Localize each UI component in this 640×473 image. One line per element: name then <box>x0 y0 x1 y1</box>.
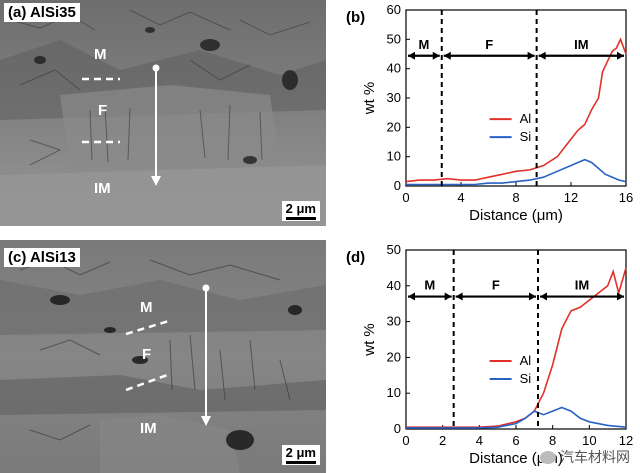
x-tick-label: 0 <box>402 433 409 448</box>
y-tick-label: 10 <box>387 149 401 164</box>
arrow-head <box>455 292 463 301</box>
series-line-si <box>406 406 627 429</box>
arrow-head <box>408 51 415 60</box>
y-tick-label: 40 <box>387 278 401 293</box>
linescan-chart-d: (d) 0 2 4 6 8 10 12 0 10 20 30 40 50 Distance (μm) wt %… <box>330 240 640 473</box>
y-tick-label: 50 <box>387 242 401 257</box>
wechat-icon <box>540 450 556 464</box>
y-tick-label: 30 <box>387 90 401 105</box>
series-line-si <box>406 158 627 186</box>
watermark: 汽车材料网 <box>540 447 630 467</box>
arrow-head <box>540 292 547 301</box>
scale-bar-c: 2 μm <box>281 445 320 465</box>
panel-label-c: (c) AlSi13 <box>4 248 80 267</box>
y-tick-label: 10 <box>387 385 401 400</box>
x-axis-label: Distance (μm) <box>469 450 563 467</box>
x-tick-label: 6 <box>512 433 519 448</box>
y-tick-label: 20 <box>387 119 401 134</box>
x-tick-label: 8 <box>549 433 556 448</box>
x-tick-label: 2 <box>439 433 446 448</box>
region-label-f: F <box>98 102 108 119</box>
region-label-m: M <box>140 299 153 316</box>
legend-label-al: Al <box>520 353 532 368</box>
y-tick-label: 20 <box>387 349 401 364</box>
x-tick-label: 0 <box>402 190 409 205</box>
scale-bar-label: 2 μm <box>285 445 316 460</box>
watermark-text: 汽车材料网 <box>560 449 630 465</box>
zone-label-bg <box>417 278 442 293</box>
series-line-al <box>405 37 627 183</box>
x-tick-label: 12 <box>564 190 578 205</box>
arrow-head <box>529 292 536 301</box>
y-axis-label: wt % <box>361 82 378 116</box>
y-tick-label: 60 <box>387 2 401 17</box>
zone-label-bg <box>483 278 508 293</box>
zone-label-bg <box>569 37 594 52</box>
panel-label: (d) <box>346 249 365 266</box>
arrow-head <box>443 51 451 60</box>
x-tick-label: 12 <box>619 433 633 448</box>
x-axis-label: Distance (μm) <box>469 207 563 224</box>
y-tick-label: 30 <box>387 314 401 329</box>
sem-image-alsi35: (a) AlSi35 M F IM 2 μm <box>0 0 326 226</box>
x-tick-label: 10 <box>582 433 596 448</box>
scale-bar-a: 2 μm <box>281 201 320 221</box>
region-label-m: M <box>94 46 107 63</box>
plot-frame <box>405 249 627 430</box>
y-tick-label: 0 <box>394 421 401 436</box>
linescan-chart-b: (b) 0 4 8 12 16 0 10 20 30 40 50 60 Distance (μm) wt %… <box>330 0 640 230</box>
zone-label-f: F <box>485 37 493 52</box>
zone-label-bg <box>477 37 502 52</box>
arrow-head <box>527 51 535 60</box>
panel-label-a: (a) AlSi35 <box>4 3 80 22</box>
legend-label-si: Si <box>520 371 532 386</box>
y-axis-label: wt % <box>361 323 378 357</box>
arrow-head <box>432 51 440 60</box>
plot-frame <box>405 9 627 187</box>
sem-image-alsi13: (c) AlSi13 M F IM 2 μm <box>0 240 326 473</box>
arrow-head <box>617 51 624 60</box>
legend-label-si: Si <box>520 129 532 144</box>
region-label-im: IM <box>94 180 111 197</box>
linescan-overlay-c <box>125 284 211 426</box>
region-label-f: F <box>142 346 152 363</box>
linescan-overlay-a <box>82 64 161 186</box>
panel-label: (b) <box>346 9 365 26</box>
arrow-head <box>617 292 624 301</box>
arrow-head <box>408 292 415 301</box>
y-tick-label: 50 <box>387 31 401 46</box>
scale-bar-label: 2 μm <box>285 201 316 216</box>
x-tick-label: 16 <box>619 190 633 205</box>
zone-label-im: IM <box>575 278 589 293</box>
region-label-im: IM <box>140 420 157 437</box>
zone-label-m: M <box>424 278 435 293</box>
zone-label-bg <box>570 278 594 293</box>
x-tick-label: 4 <box>476 433 483 448</box>
legend-label-al: Al <box>520 111 532 126</box>
x-tick-label: 8 <box>512 190 519 205</box>
zone-label-m: M <box>418 37 429 52</box>
zone-label-f: F <box>492 278 500 293</box>
y-tick-label: 0 <box>394 178 401 193</box>
y-tick-label: 40 <box>387 61 401 76</box>
x-tick-label: 4 <box>457 190 464 205</box>
zone-label-im: IM <box>574 37 588 52</box>
zone-label-bg <box>411 37 436 52</box>
arrow-head <box>444 292 452 301</box>
arrow-head <box>538 51 546 60</box>
